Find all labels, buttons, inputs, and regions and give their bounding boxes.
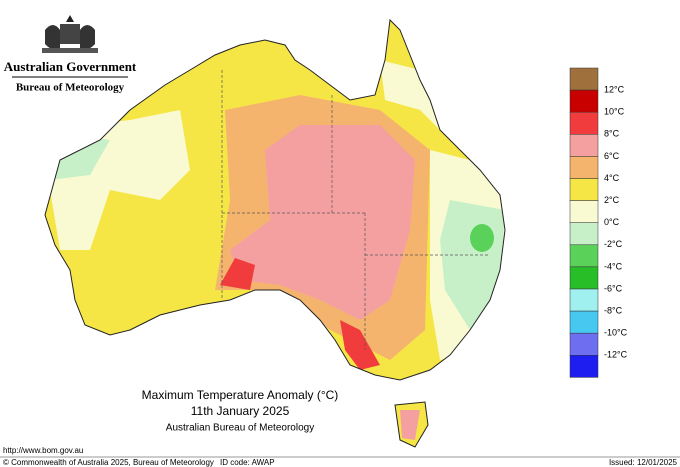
- legend-label: -4°C: [604, 261, 623, 271]
- legend-swatch: [569, 89, 599, 113]
- bureau-name: Bureau of Meteorology: [16, 82, 125, 94]
- map-source: Australian Bureau of Meteorology: [166, 423, 314, 434]
- legend-swatch: [569, 111, 599, 135]
- government-name: Australian Government: [4, 59, 137, 74]
- legend-swatch: [569, 288, 599, 312]
- footer-issued: Issued: 12/01/2025: [609, 458, 678, 467]
- legend-swatch: [569, 178, 599, 201]
- legend-swatch: [569, 134, 599, 157]
- legend-label: 6°C: [604, 151, 620, 161]
- legend-label: 8°C: [604, 129, 620, 139]
- legend-swatch: [569, 67, 599, 91]
- legend-label: 4°C: [604, 173, 620, 183]
- legend-swatch: [569, 156, 599, 179]
- coastline: [44, 18, 506, 448]
- legend-label: 12°C: [604, 84, 625, 94]
- legend-swatch: [569, 332, 599, 356]
- legend-label: -12°C: [604, 350, 628, 360]
- legend: 12°C 10°C 8°C 6°C 4°C 2°C 0°C -2°C -4°C -6°C -8°C -…: [569, 67, 628, 378]
- footer-url: http://www.bom.gov.au: [3, 446, 83, 455]
- map-date: 11th January 2025: [191, 404, 290, 418]
- legend-label: 2°C: [604, 195, 620, 205]
- legend-swatch: [569, 222, 599, 246]
- legend-label: -2°C: [604, 239, 623, 249]
- legend-label: -10°C: [604, 328, 628, 338]
- legend-label: 10°C: [604, 107, 625, 117]
- state-borders: [221, 70, 490, 350]
- coat-of-arms: [42, 15, 98, 53]
- map-title: Maximum Temperature Anomaly (°C): [142, 388, 339, 402]
- footer-id-code: ID code: AWAP: [220, 458, 275, 467]
- legend-swatch: [569, 310, 599, 334]
- legend-swatch: [569, 200, 599, 223]
- footer-copyright: © Commonwealth of Australia 2025, Bureau…: [3, 458, 214, 467]
- legend-swatch: [569, 266, 599, 290]
- legend-label: 0°C: [604, 217, 620, 227]
- legend-label: -6°C: [604, 283, 623, 293]
- legend-swatch: [569, 355, 599, 378]
- legend-swatch: [569, 244, 599, 268]
- legend-label: -8°C: [604, 305, 623, 315]
